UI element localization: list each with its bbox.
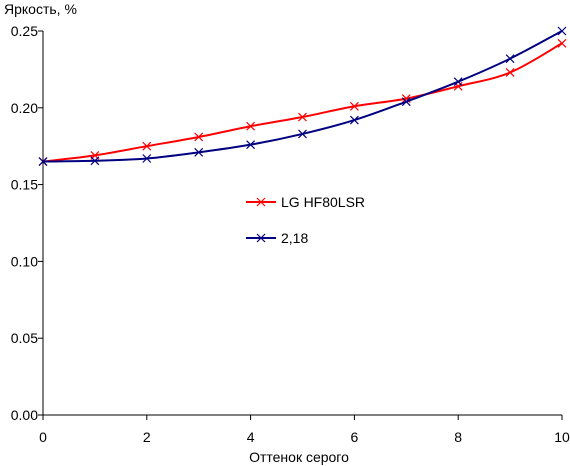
data-point (246, 121, 256, 131)
series-lines (38, 26, 567, 166)
series-line (42, 30, 563, 163)
y-ticks: 0.00 0.05 0.10 0.15 0.20 0.25 (11, 23, 43, 423)
legend-item-2: 2,18 (246, 230, 308, 246)
axes (42, 31, 562, 416)
data-point (246, 140, 256, 150)
data-point (453, 77, 463, 87)
data-point (298, 129, 307, 139)
y-tick-label: 0.20 (11, 100, 38, 116)
x-axis-label: Оттенок серого (249, 449, 349, 465)
x-tick-label: 10 (554, 429, 570, 445)
x-tick-label: 8 (454, 429, 462, 445)
data-point (194, 147, 204, 157)
data-point (557, 38, 567, 48)
series-2 (38, 26, 567, 166)
data-point (557, 26, 567, 36)
data-point (505, 68, 515, 77)
y-tick-label: 0.15 (11, 177, 38, 193)
x-tick-label: 6 (351, 429, 359, 445)
x-ticks: 0 2 4 6 8 10 (39, 415, 570, 445)
data-point (349, 115, 359, 125)
data-point (142, 141, 152, 151)
data-point (298, 112, 307, 122)
data-point (349, 101, 359, 111)
y-tick-label: 0.05 (11, 330, 38, 346)
data-point (38, 157, 48, 166)
y-tick-label: 0.10 (11, 253, 38, 269)
legend-marker (256, 197, 266, 207)
x-tick-label: 4 (247, 429, 255, 445)
legend-item-1: LG HF80LSR (246, 194, 365, 210)
legend-label: LG HF80LSR (281, 194, 365, 210)
data-point (505, 54, 515, 64)
series-1 (38, 38, 567, 166)
legend-marker (256, 233, 266, 243)
series-line (42, 42, 563, 163)
y-tick-label: 0.00 (11, 407, 38, 423)
data-point (142, 154, 152, 163)
x-tick-label: 2 (143, 429, 151, 445)
data-point (401, 97, 411, 107)
x-tick-label: 0 (39, 429, 47, 445)
y-axis-label: Яркость, % (4, 1, 77, 17)
y-tick-label: 0.25 (11, 23, 38, 39)
legend: LG HF80LSR 2,18 (246, 194, 365, 246)
data-point (194, 132, 204, 142)
data-point (90, 156, 100, 166)
legend-label: 2,18 (281, 230, 308, 246)
